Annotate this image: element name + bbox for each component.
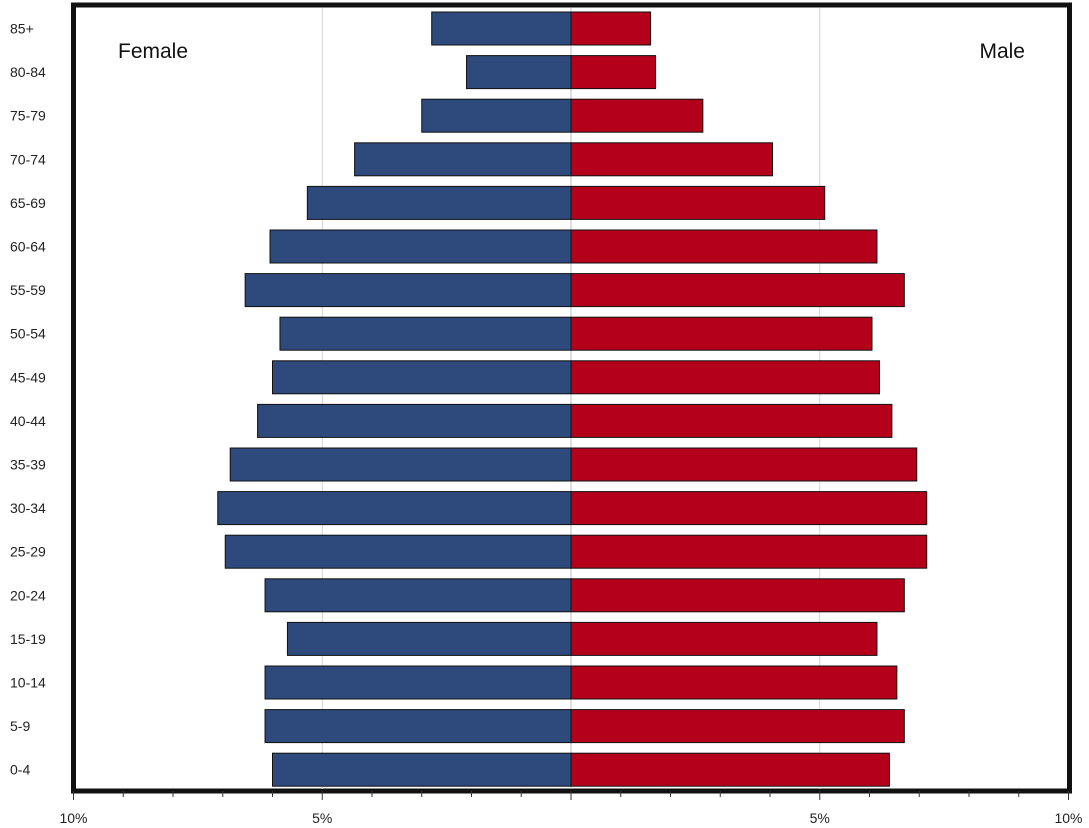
- female-bar: [244, 273, 572, 308]
- male-bar: [570, 55, 657, 90]
- age-group-label: 55-59: [10, 282, 46, 298]
- age-group-label: 50-54: [10, 326, 46, 342]
- female-bar: [279, 316, 572, 351]
- male-label: Male: [979, 40, 1025, 63]
- male-bar: [570, 709, 905, 744]
- female-bar: [286, 621, 572, 656]
- axis-layer: 10% 5% 5% 10%: [59, 791, 1083, 826]
- female-label: Female: [118, 40, 188, 63]
- female-bar: [257, 403, 572, 438]
- male-bar: [570, 491, 928, 526]
- male-bar: [570, 11, 652, 46]
- female-bar: [217, 491, 572, 526]
- x-tick-label: 10%: [1054, 810, 1082, 826]
- age-group-label: 70-74: [10, 151, 46, 167]
- age-group-label: 85+: [10, 21, 34, 37]
- female-bar: [224, 534, 572, 569]
- male-bar: [570, 273, 905, 308]
- female-bar: [264, 665, 572, 700]
- female-bar: [421, 98, 572, 133]
- male-bar: [570, 534, 928, 569]
- male-bar: [570, 185, 826, 220]
- age-group-label: 0-4: [10, 762, 30, 778]
- age-group-label: 65-69: [10, 195, 46, 211]
- x-tick-label: 5%: [312, 810, 332, 826]
- male-bar: [570, 665, 898, 700]
- x-tick-label: 5%: [810, 810, 830, 826]
- age-group-label: 5-9: [10, 718, 30, 734]
- male-bar: [570, 403, 893, 438]
- x-tick-label: 10%: [59, 810, 87, 826]
- age-group-label: 45-49: [10, 369, 46, 385]
- grid-layer: [321, 8, 821, 789]
- age-group-label: 10-14: [10, 675, 46, 691]
- male-bar: [570, 229, 878, 264]
- bar-layer: [217, 11, 928, 787]
- male-bar: [570, 752, 890, 787]
- female-bar: [466, 55, 572, 90]
- age-group-label: 40-44: [10, 413, 46, 429]
- age-group-label: 60-64: [10, 239, 46, 255]
- female-bar: [272, 752, 572, 787]
- age-group-label: 20-24: [10, 587, 46, 603]
- age-group-label: 35-39: [10, 457, 46, 473]
- female-bar: [272, 360, 572, 395]
- male-bar: [570, 142, 773, 177]
- female-bar: [431, 11, 572, 46]
- female-bar: [264, 709, 572, 744]
- female-bar: [269, 229, 572, 264]
- age-group-label: 25-29: [10, 544, 46, 560]
- age-group-label: 80-84: [10, 64, 46, 80]
- female-bar: [354, 142, 572, 177]
- age-group-label: 30-34: [10, 500, 46, 516]
- label-layer: 85+ 80-84 75-79 70-74 65-69 60-64 55-59 50-54 45…: [10, 21, 46, 778]
- age-group-label: 75-79: [10, 108, 46, 124]
- age-group-label: 15-19: [10, 631, 46, 647]
- male-bar: [570, 447, 918, 482]
- female-bar: [229, 447, 572, 482]
- female-bar: [306, 185, 572, 220]
- male-bar: [570, 578, 905, 613]
- male-bar: [570, 316, 873, 351]
- male-bar: [570, 360, 880, 395]
- male-bar: [570, 98, 704, 133]
- female-bar: [264, 578, 572, 613]
- male-bar: [570, 621, 878, 656]
